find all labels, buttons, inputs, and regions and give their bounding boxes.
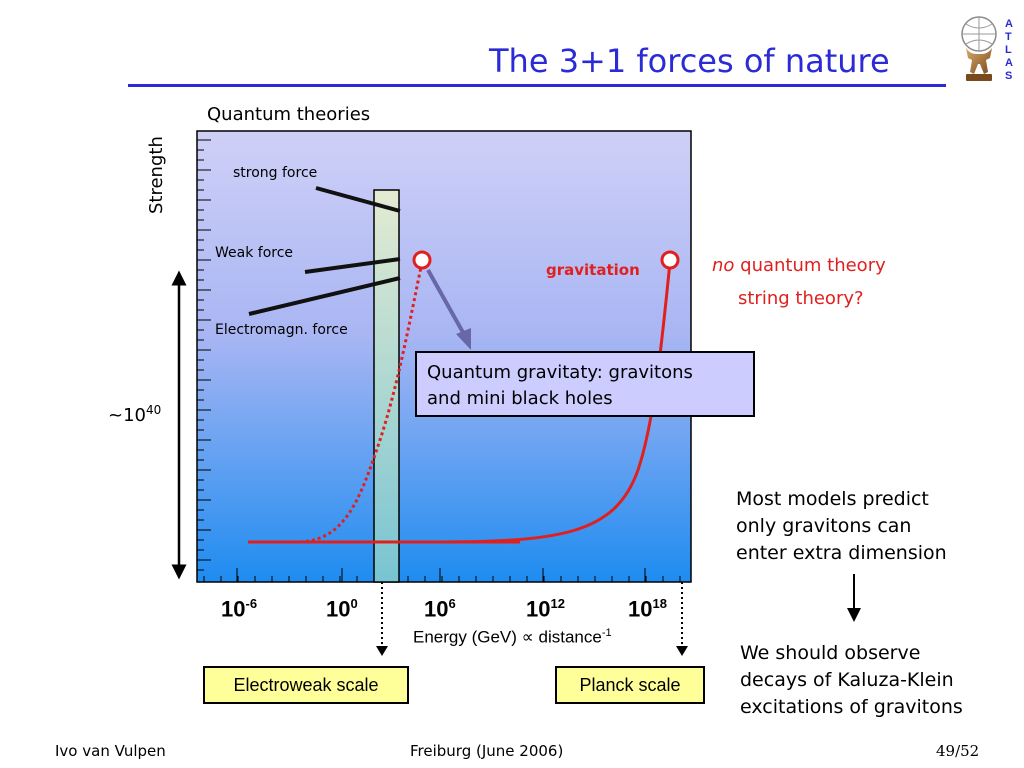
electromagnetic-force-line (248, 276, 401, 316)
planck-endpoint (660, 250, 680, 270)
quantum-gravity-line1: Quantum gravitaty: gravitons (427, 362, 693, 383)
x-tick-exponent: 12 (550, 596, 565, 611)
models-line: Most models predict (736, 488, 929, 510)
quantum-gravity-box: Quantum gravitaty: gravitons and mini bl… (415, 351, 755, 417)
planck-scale-box: Planck scale (555, 666, 705, 704)
x-axis-label: Energy (GeV) ∝ distance-1 (413, 627, 612, 648)
footer-event: Freiburg (June 2006) (410, 742, 564, 760)
x-tick-exponent: -6 (245, 596, 258, 611)
weak-force-line (304, 257, 401, 274)
quantum-theories-label: Quantum theories (207, 104, 371, 125)
no-emphasis: no (712, 255, 735, 276)
observe-decays-text: We should observe decays of Kaluza-Klein… (740, 640, 1020, 721)
weak-force-label: Weak force (215, 245, 294, 261)
strength-ratio-exponent: 40 (146, 403, 162, 417)
footer-author: Ivo van Vulpen (55, 742, 166, 760)
strength-ratio-base: ~10 (108, 405, 146, 426)
x-tick-label: 1012 (526, 596, 565, 622)
title-underline (128, 84, 946, 87)
models-predict-text: Most models predict only gravitons can e… (736, 486, 1016, 567)
x-axis-label-exponent: -1 (601, 627, 612, 639)
strong-force-label: strong force (233, 165, 318, 181)
x-tick-base: 10 (221, 596, 246, 622)
y-axis-label: Strength (146, 136, 167, 214)
x-tick-exponent: 6 (448, 596, 456, 611)
logo-letter-a2: A (1005, 57, 1013, 69)
planck-pointer-head (676, 646, 688, 656)
models-line: only gravitons can (736, 515, 912, 537)
y-axis-ticks (197, 139, 211, 571)
x-tick-label: 106 (424, 596, 456, 622)
pointer-arrow-shaft (426, 269, 467, 337)
logo-letter-s: S (1005, 70, 1012, 82)
x-axis-ticks (203, 568, 681, 582)
electroweak-scale-box: Electroweak scale (203, 666, 409, 704)
x-tick-exponent: 0 (350, 596, 358, 611)
atlas-logo: A T L A S (961, 16, 1013, 82)
models-line: enter extra dimension (736, 542, 947, 564)
x-tick-label: 10-6 (221, 596, 257, 622)
quantum-gravity-curve (299, 261, 424, 544)
observe-line: decays of Kaluza-Klein (740, 669, 954, 691)
string-theory-label: string theory? (738, 288, 864, 309)
electroweak-pointer-head (376, 646, 388, 656)
x-tick-base: 10 (628, 596, 653, 622)
x-tick-label: 100 (326, 596, 358, 622)
strength-ratio-label: ~1040 (108, 403, 161, 426)
gravitation-label: gravitation (546, 261, 640, 279)
observe-line: excitations of gravitons (740, 696, 963, 718)
quantum-gravity-endpoint (412, 250, 432, 270)
x-tick-base: 10 (424, 596, 449, 622)
logo-letter-a1: A (1005, 18, 1013, 30)
electroweak-band (373, 189, 400, 583)
quantum-theory-text: quantum theory (734, 255, 886, 276)
electromagnetic-force-label: Electromagn. force (215, 322, 348, 338)
quantum-gravity-line2: and mini black holes (427, 388, 613, 409)
pointer-arrow-head (456, 328, 471, 350)
x-tick-label: 1018 (628, 596, 667, 622)
conclusion-arrow-head (847, 608, 861, 622)
observe-line: We should observe (740, 642, 921, 664)
strong-force-line (315, 186, 401, 213)
footer-page-number: 49/52 (936, 742, 980, 760)
x-tick-base: 10 (526, 596, 551, 622)
logo-letter-t: T (1005, 31, 1012, 43)
gravitation-curve (429, 261, 672, 544)
slide-title: The 3+1 forces of nature (489, 42, 890, 80)
x-tick-base: 10 (326, 596, 351, 622)
x-axis-label-main: Energy (GeV) ∝ distance (413, 627, 602, 647)
no-quantum-theory-label: no quantum theory (712, 255, 886, 276)
logo-letter-l: L (1005, 44, 1012, 56)
x-tick-exponent: 18 (652, 596, 667, 611)
